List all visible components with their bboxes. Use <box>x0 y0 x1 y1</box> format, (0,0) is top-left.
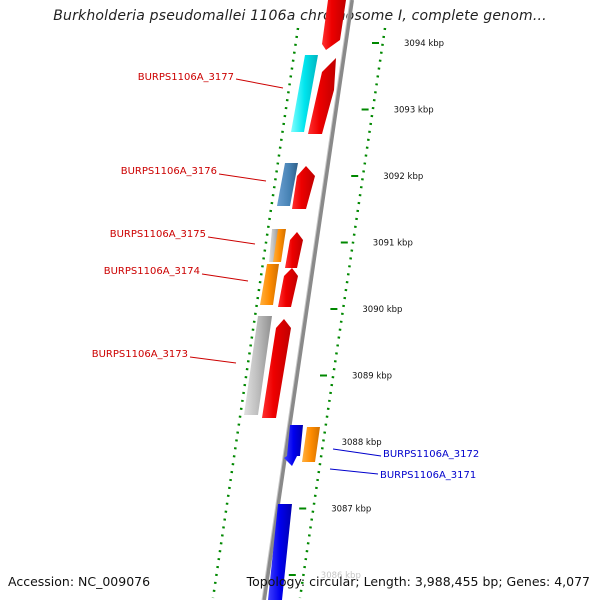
map-title: Burkholderia pseudomallei 1106a chromoso… <box>53 8 547 24</box>
gene-label-3173: BURPS1106A_3173 <box>92 349 188 360</box>
position-tick-label: 3093 kbp <box>394 106 434 116</box>
cds-reverse-gene <box>285 232 303 268</box>
cds-reverse-gene <box>262 319 291 418</box>
position-tick-label: 3088 kbp <box>342 438 382 448</box>
position-tick-label: 3087 kbp <box>331 505 371 515</box>
gene-label-3177: BURPS1106A_3177 <box>138 72 234 83</box>
cds-features <box>244 0 346 600</box>
gene-label-3171: BURPS1106A_3171 <box>380 470 476 481</box>
cds-orange-feature <box>273 229 286 262</box>
gene-label-3175: BURPS1106A_3175 <box>110 229 206 240</box>
cds-forward-gene <box>284 425 303 466</box>
cds-steelblue-feature <box>277 163 298 206</box>
cds-reverse-gene <box>322 0 346 50</box>
position-tick-label: 3086 kbp <box>321 571 361 581</box>
gc-content-track-inner <box>211 27 300 599</box>
position-tick-label: 3091 kbp <box>373 239 413 249</box>
cds-orange-feature <box>260 264 279 305</box>
position-tick-label: 3094 kbp <box>404 39 444 49</box>
gene-label-3176: BURPS1106A_3176 <box>121 166 217 177</box>
gene-labels: BURPS1106A_3177 BURPS1106A_3176 BURPS110… <box>92 72 480 481</box>
genome-summary-text: Topology: circular; Length: 3,988,455 bp… <box>246 574 590 589</box>
genome-backbone <box>262 0 354 600</box>
gc-content-track-outer <box>298 27 387 599</box>
genome-backbone-highlight <box>261 0 351 600</box>
cds-reverse-gene <box>292 166 315 209</box>
cds-forward-gene <box>268 504 292 600</box>
cds-reverse-gene <box>278 268 298 307</box>
cds-orange-feature <box>302 427 320 462</box>
cds-reverse-gene <box>308 58 336 134</box>
label-leaders <box>189 78 382 475</box>
position-tick-label: 3089 kbp <box>352 372 392 382</box>
position-tick-label: 3090 kbp <box>362 305 402 315</box>
gene-label-3172: BURPS1106A_3172 <box>383 449 479 460</box>
cds-gray-feature <box>244 316 272 415</box>
cds-cyan-feature <box>291 55 318 132</box>
accession-text: Accession: NC_009076 <box>8 574 151 589</box>
position-ticks: 3094 kbp 3093 kbp 3092 kbp 3091 kbp 3090 kbp… <box>288 39 444 581</box>
gene-label-3174: BURPS1106A_3174 <box>104 266 200 277</box>
position-tick-label: 3092 kbp <box>383 172 423 182</box>
